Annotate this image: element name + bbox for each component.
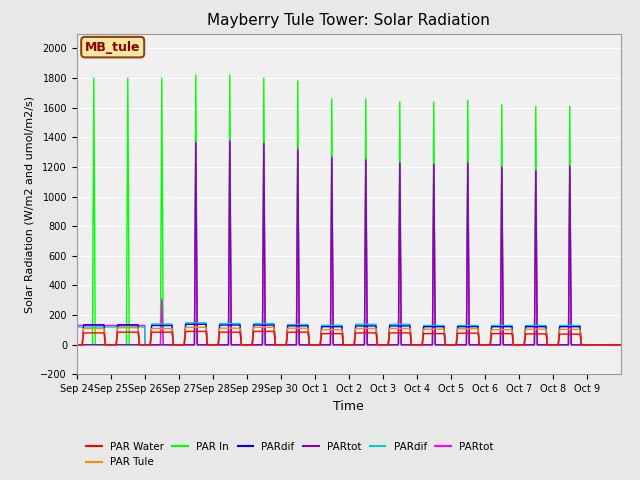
PAR In: [419, 342, 426, 348]
PARtot: [419, 342, 426, 348]
PARtot: [476, 342, 484, 348]
Text: MB_tule: MB_tule: [85, 41, 140, 54]
PAR Tule: [100, 327, 108, 333]
PARdif: [270, 322, 278, 328]
PARdif: [395, 322, 403, 327]
PARtot: [419, 342, 426, 348]
PAR Tule: [617, 342, 625, 348]
Line: PARtot: PARtot: [77, 140, 621, 345]
PAR Water: [395, 330, 403, 336]
Title: Mayberry Tule Tower: Solar Radiation: Mayberry Tule Tower: Solar Radiation: [207, 13, 490, 28]
PAR In: [73, 342, 81, 348]
PAR Tule: [476, 342, 484, 348]
PARtot: [226, 137, 234, 143]
PAR Water: [419, 340, 426, 346]
PARdif: [395, 323, 403, 329]
PAR Water: [182, 328, 189, 334]
PARtot: [476, 342, 484, 348]
PAR Water: [617, 342, 625, 348]
PARdif: [141, 342, 148, 348]
PARdif: [270, 321, 278, 326]
PARdif: [73, 324, 81, 330]
PARtot: [617, 342, 625, 348]
PAR Tule: [270, 324, 278, 330]
PARtot: [100, 342, 108, 348]
Line: PARdif: PARdif: [77, 323, 621, 345]
Legend: PAR Water, PAR Tule, PAR In, PARdif, PARtot, PARdif, PARtot: PAR Water, PAR Tule, PAR In, PARdif, PAR…: [82, 438, 498, 471]
PAR Water: [100, 331, 108, 337]
PARdif: [100, 324, 108, 330]
PAR Tule: [419, 339, 426, 345]
Line: PAR Water: PAR Water: [77, 331, 621, 345]
PAR Water: [73, 342, 81, 348]
PARtot: [270, 342, 278, 348]
PARdif: [476, 342, 484, 348]
PARtot: [506, 342, 513, 348]
PAR Water: [506, 331, 513, 336]
PARtot: [100, 323, 108, 328]
PARdif: [476, 342, 484, 348]
PAR Tule: [395, 325, 403, 331]
PAR In: [506, 342, 513, 348]
PARtot: [506, 342, 513, 348]
PAR In: [100, 342, 108, 348]
PARtot: [395, 296, 403, 302]
PAR Tule: [506, 327, 513, 333]
Line: PARdif: PARdif: [77, 324, 621, 345]
PARdif: [617, 342, 625, 348]
PAR Water: [476, 342, 484, 348]
Line: PAR In: PAR In: [77, 75, 621, 345]
PAR Tule: [182, 324, 189, 330]
PARtot: [226, 139, 234, 144]
PAR In: [270, 342, 278, 348]
PAR Tule: [73, 342, 81, 348]
PAR In: [395, 293, 403, 299]
PAR In: [476, 342, 484, 348]
PARtot: [617, 342, 625, 348]
PARdif: [506, 324, 513, 330]
PARtot: [73, 323, 81, 328]
PARdif: [182, 322, 189, 327]
Y-axis label: Solar Radiation (W/m2 and umol/m2/s): Solar Radiation (W/m2 and umol/m2/s): [25, 96, 35, 312]
Line: PAR Tule: PAR Tule: [77, 327, 621, 345]
PARtot: [270, 342, 278, 348]
PARtot: [73, 342, 81, 348]
PARtot: [395, 306, 403, 312]
PARtot: [141, 342, 148, 348]
Line: PARtot: PARtot: [77, 142, 621, 345]
PARdif: [419, 338, 426, 344]
PARdif: [182, 320, 189, 326]
PARdif: [73, 342, 81, 348]
PARdif: [419, 339, 426, 345]
PAR In: [192, 72, 200, 78]
X-axis label: Time: Time: [333, 400, 364, 413]
PARdif: [617, 342, 625, 348]
PAR In: [617, 342, 625, 348]
PARdif: [506, 323, 513, 328]
PAR Water: [270, 328, 278, 334]
PARdif: [100, 324, 108, 330]
